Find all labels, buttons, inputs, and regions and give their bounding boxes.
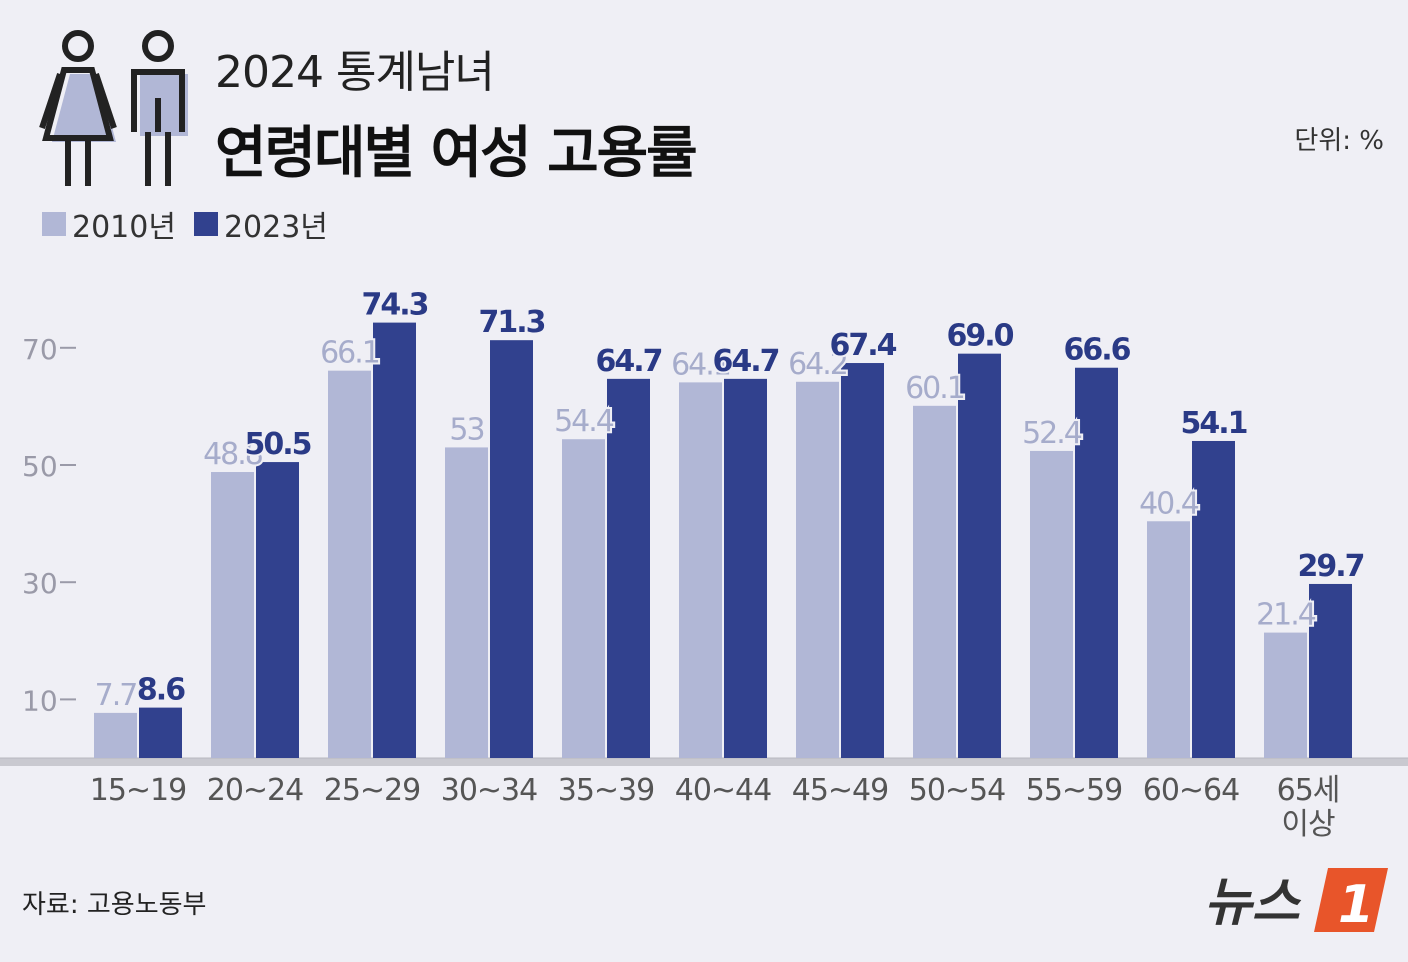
- bar-2010년-65세 이상: [1264, 632, 1307, 758]
- bar-2023년-50~54: [958, 353, 1001, 758]
- bar-2023년-55~59: [1075, 367, 1118, 758]
- x-tick-label: 15~19: [90, 773, 186, 808]
- bar-2010년-45~49: [796, 381, 839, 758]
- data-label: 64.7: [595, 344, 661, 379]
- bar-2010년-35~39: [562, 439, 605, 758]
- bar-2010년-15~19: [94, 712, 137, 758]
- y-tick-label: 10: [22, 684, 58, 717]
- data-label: 54.1: [1180, 406, 1246, 441]
- data-label: 64.7: [712, 344, 778, 379]
- data-label: 69.0: [946, 319, 1013, 354]
- x-tick-label: 30~34: [441, 773, 537, 808]
- x-tick-label: 이상: [1281, 807, 1335, 842]
- bar-2023년-45~49: [841, 363, 884, 758]
- legend-label-2023: 2023년: [223, 210, 328, 245]
- data-label: 7.7: [95, 678, 137, 713]
- y-tick-label: 30: [22, 567, 58, 600]
- y-tick-label: 70: [22, 333, 58, 366]
- bar-2023년-65세 이상: [1309, 583, 1352, 758]
- bar-2023년-60~64: [1192, 440, 1235, 758]
- legend-item-2010: 2010년: [42, 202, 176, 246]
- legend: 2010년 2023년: [42, 202, 346, 246]
- data-label: 66.1: [320, 336, 379, 371]
- chart-title: 연령대별 여성 고용률: [215, 121, 698, 186]
- x-tick-label: 65세: [1277, 773, 1340, 808]
- data-label: 8.6: [137, 673, 185, 708]
- bar-2010년-30~34: [445, 447, 488, 758]
- bar-2023년-35~39: [607, 378, 650, 758]
- data-label: 50.5: [244, 427, 310, 462]
- data-label: 21.4: [1256, 598, 1316, 633]
- bar-2010년-60~64: [1147, 521, 1190, 758]
- bar-2023년-20~24: [256, 462, 299, 758]
- x-tick-label: 25~29: [324, 773, 420, 808]
- x-tick-label: 35~39: [558, 773, 654, 808]
- logo-mark: 1: [1338, 875, 1374, 935]
- bar-2023년-30~34: [490, 340, 533, 758]
- news1-logo: 뉴스 1: [1204, 868, 1388, 935]
- bar-2010년-25~29: [328, 370, 371, 758]
- data-label: 67.4: [829, 328, 896, 363]
- data-label: 29.7: [1297, 549, 1363, 584]
- y-tick-label: 50: [22, 450, 58, 483]
- legend-swatch-2010: [42, 212, 66, 236]
- data-label: 53: [449, 412, 483, 447]
- logo-text: 뉴스: [1204, 873, 1302, 933]
- legend-swatch-2023: [193, 212, 218, 236]
- unit-label: 단위: %: [1294, 126, 1384, 156]
- x-tick-label: 45~49: [792, 773, 888, 808]
- legend-item-2023: 2023년: [193, 202, 328, 246]
- data-label: 60.1: [905, 371, 964, 406]
- supertitle: 2024 통계남녀: [215, 47, 495, 98]
- data-label: 54.4: [554, 404, 614, 439]
- male-icon: [131, 30, 188, 186]
- x-tick-label: 40~44: [675, 773, 771, 808]
- people-icons: [39, 30, 188, 186]
- bar-2023년-15~19: [139, 707, 182, 758]
- data-label: 66.6: [1063, 333, 1130, 368]
- data-label: 64.1: [671, 347, 730, 382]
- data-label: 52.4: [1022, 416, 1082, 451]
- data-label: 74.3: [361, 288, 427, 323]
- bar-2010년-40~44: [679, 382, 722, 758]
- data-label: 40.4: [1139, 486, 1199, 521]
- data-label: 48.8: [203, 437, 263, 472]
- bar-2023년-25~29: [373, 322, 416, 758]
- bar-2010년-20~24: [211, 472, 254, 758]
- x-tick-label: 20~24: [207, 773, 303, 808]
- data-label: 64.2: [788, 347, 847, 382]
- x-tick-label: 55~59: [1026, 773, 1122, 808]
- baseline-band: [0, 758, 1408, 766]
- x-tick-label: 50~54: [909, 773, 1005, 808]
- bar-2023년-40~44: [724, 378, 767, 758]
- data-label: 71.3: [478, 305, 544, 340]
- female-icon: [39, 30, 117, 186]
- bar-2010년-50~54: [913, 405, 956, 758]
- logo-mark-bg: [1314, 868, 1388, 932]
- x-tick-label: 60~64: [1143, 773, 1239, 808]
- legend-label-2010: 2010년: [72, 210, 176, 245]
- source-note: 자료: 고용노동부: [22, 890, 207, 920]
- bar-2010년-55~59: [1030, 450, 1073, 758]
